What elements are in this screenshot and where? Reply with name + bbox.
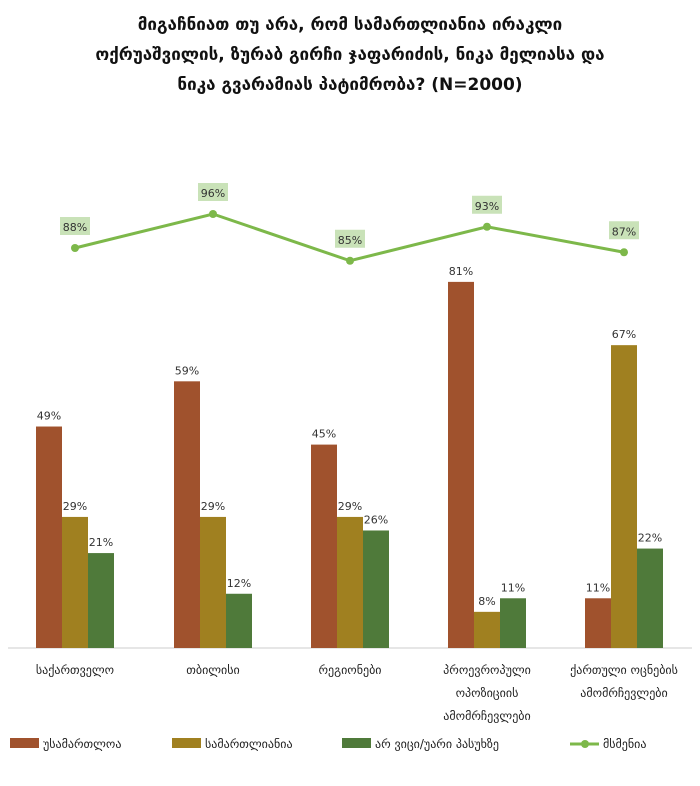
line-point-0 — [71, 244, 79, 252]
category-label-4-0: ქართული ოცნების — [570, 663, 678, 677]
bar-1-2 — [337, 516, 363, 648]
bar-1-3 — [474, 611, 500, 648]
category-label-4-1: ამომრჩევლები — [580, 686, 667, 700]
line-label-4: 87% — [612, 225, 636, 238]
line-point-1 — [209, 210, 217, 218]
legend-label-2: არ ვიცი/უარი პასუხზე — [375, 737, 499, 751]
bar-label-0-4: 11% — [586, 581, 610, 594]
bar-0-4 — [585, 598, 611, 648]
bar-0-1 — [174, 381, 200, 648]
bar-label-0-0: 49% — [37, 410, 61, 423]
legend-swatch-1 — [172, 738, 201, 748]
bar-1-0 — [62, 516, 88, 648]
line-point-4 — [620, 248, 628, 257]
bar-label-2-2: 26% — [364, 513, 388, 526]
legend-swatch-0 — [10, 738, 39, 748]
line-label-box-1 — [198, 183, 228, 201]
line-label-2: 85% — [338, 234, 362, 247]
bar-1-4 — [611, 345, 637, 648]
category-label-2-0: რეგიონები — [318, 663, 381, 677]
chart-title: მიგაჩნიათ თუ არა, რომ სამართლიანია ირაკლ… — [95, 15, 605, 95]
line-label-1: 96% — [201, 187, 225, 200]
line-point-3 — [483, 222, 491, 231]
line-point-2 — [346, 256, 354, 265]
bar-label-0-2: 45% — [312, 428, 336, 441]
line-label-box-0 — [60, 217, 90, 235]
category-label-0-0: საქართველო — [36, 663, 114, 677]
legend-label-3: მსმენია — [603, 737, 646, 751]
line-label-3: 93% — [475, 200, 499, 213]
line-label-0: 88% — [63, 221, 87, 234]
line-label-box-3 — [472, 195, 502, 214]
bar-label-2-1: 12% — [227, 577, 251, 590]
line-label-box-4 — [609, 221, 639, 240]
legend-marker-3 — [581, 740, 589, 748]
bar-2-0 — [88, 553, 114, 648]
bar-0-3 — [448, 281, 474, 648]
legend-label-0: უსამართლოა — [43, 737, 121, 751]
category-label-3-2: ამომრჩევლები — [443, 709, 530, 723]
bar-label-2-0: 21% — [89, 536, 113, 549]
bar-2-4 — [637, 548, 663, 648]
bar-0-0 — [36, 426, 62, 648]
legend-swatch-2 — [342, 738, 371, 748]
bar-2-1 — [226, 593, 252, 648]
bar-label-2-4: 22% — [638, 532, 662, 545]
bar-2-3 — [500, 598, 526, 648]
bar-label-1-0: 29% — [63, 500, 87, 513]
bar-0-2 — [311, 444, 337, 648]
bar-label-1-3: 8% — [478, 595, 495, 608]
line-label-box-2 — [335, 229, 365, 248]
category-label-3-0: პროევროპული — [443, 663, 531, 677]
bar-label-1-4: 67% — [612, 328, 636, 341]
legend-label-1: სამართლიანია — [205, 737, 293, 751]
bar-2-2 — [363, 530, 389, 648]
bar-label-0-1: 59% — [175, 364, 199, 377]
bar-label-1-1: 29% — [201, 500, 225, 513]
bar-label-0-3: 81% — [449, 265, 473, 278]
category-label-3-1: ოპოზიციის — [456, 686, 519, 700]
category-label-1-0: თბილისი — [186, 663, 240, 677]
bar-1-1 — [200, 516, 226, 648]
bar-label-2-3: 11% — [501, 581, 525, 594]
bar-label-1-2: 29% — [338, 500, 362, 513]
